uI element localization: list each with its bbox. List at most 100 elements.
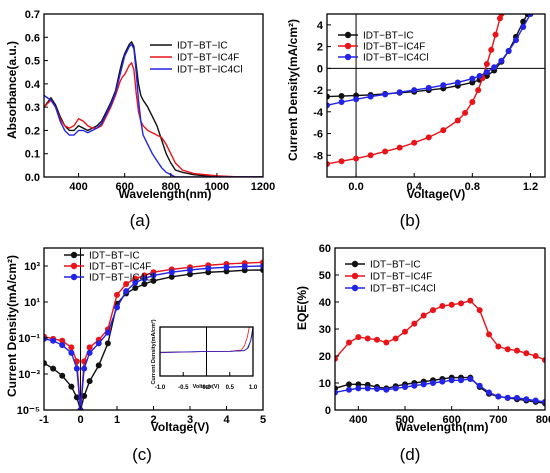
panel-a-x-axis-label: Wavelength(nm) (119, 187, 212, 201)
panel-c-y-tick-label-4: 10³ (24, 261, 40, 273)
panel-b-series-1-point-5 (396, 144, 403, 151)
panel-d-y-axis-label: EQE(%) (295, 286, 309, 330)
panel-a-y-tick-label-1: 0.1 (25, 149, 40, 161)
panel-c-series-0-point-15 (168, 273, 175, 280)
panel-a-x-tick-label-1: 600 (116, 181, 134, 193)
panel-a-series-line-0 (44, 40, 263, 177)
panel-b-y-tick-label-5: 2 (317, 42, 323, 54)
panel-d-series-2-point-9 (420, 381, 427, 388)
panel-c-series-2-point-7 (86, 349, 93, 356)
panel-c-inset-series-line-2 (160, 329, 253, 353)
panel-b-series-1-point-7 (425, 134, 432, 141)
panel-d-series-2-point-20 (523, 396, 530, 403)
panel-d-legend-label-2: IDT−BT−IC4Cl (370, 284, 436, 295)
panel-d-series-2-point-18 (504, 394, 511, 401)
panel-c-series-0-point-1 (50, 365, 57, 372)
panel-c-series-2-point-4 (73, 365, 80, 372)
panel-d-series-2-point-22 (542, 398, 545, 405)
panel-d-series-group (335, 297, 545, 407)
panel-b-x-tick-label-3: 1.2 (523, 181, 538, 193)
panel-d-series-1-point-10 (430, 307, 436, 314)
panel-a-series-line-2 (44, 43, 263, 177)
panel-a-y-tick-label-6: 0.6 (25, 32, 40, 44)
panel-b-series-2-point-9 (454, 79, 461, 86)
panel-d-x-tick-label-3: 700 (489, 414, 507, 426)
panel-b-label: (b) (400, 211, 421, 230)
panel-a-x-tick-label-2: 800 (162, 181, 180, 193)
panel-c-inset-x-tick-label-1: -0.5 (178, 385, 189, 391)
panel-d-series-1-point-11 (439, 303, 446, 310)
panel-c-series-2-point-18 (223, 264, 230, 271)
panel-c-series-0-point-0 (44, 360, 47, 367)
panel-a-y-tick-label-2: 0.2 (25, 125, 40, 137)
panel-c-inset-x-tick-label-0: -1.0 (155, 385, 166, 391)
panel-d-legend-label-0: IDT−BT−IC (370, 260, 421, 271)
panel-d-series-1-point-7 (402, 328, 408, 335)
panel-b-series-1-point-11 (469, 99, 476, 106)
panel-c-series-0-point-6 (81, 392, 88, 399)
panel-a-label: (a) (130, 211, 151, 230)
panel-c-legend-marker-0 (70, 251, 78, 259)
panel-c-series-0-point-12 (132, 284, 139, 291)
panel-c-series-0-point-7 (86, 378, 93, 385)
panel-c-series-2-point-12 (132, 279, 139, 286)
panel-b-series-1-point-8 (440, 127, 447, 134)
panel-d-series-2-point-13 (458, 377, 464, 384)
panel-d-series-1-point-18 (504, 346, 511, 353)
panel-c-series-1-point-7 (86, 344, 93, 351)
panel-b-series-1-point-14 (483, 60, 490, 67)
panel-b-series-2-point-15 (505, 47, 512, 54)
panel-b-x-tick-label-0: 0.0 (348, 181, 363, 193)
panel-c-series-2-point-15 (168, 269, 175, 276)
panel-c-series-2-point-2 (59, 342, 66, 349)
panel-b-axes-frame (326, 13, 546, 178)
panel-c-series-0-point-3 (68, 383, 75, 390)
panel-b-x-tick-label-2: 0.8 (465, 181, 480, 193)
panel-d-series-2-point-19 (514, 394, 520, 401)
panel-d-series-1-point-2 (355, 334, 362, 341)
panel-c-dark-jv-log-chart: -1 0 1 2 3 4 510⁻⁵10⁻³10⁻¹10¹10³IDT−BT−ICIDT−B… (5, 247, 266, 464)
panel-a-y-tick-label-3: 0.3 (25, 102, 40, 114)
panel-b-series-1-point-2 (353, 155, 360, 162)
panel-c-inset-y-axis-label: Current Density(mA/cm²) (150, 319, 157, 384)
panel-d-series-1-point-9 (420, 312, 427, 319)
panel-c-series-2-point-13 (141, 275, 148, 282)
panel-a-x-tick-label-4: 1200 (251, 181, 275, 193)
panel-d-series-1-point-12 (448, 301, 455, 308)
panel-d-series-1-point-8 (411, 320, 418, 327)
panel-c-series-2-point-17 (205, 265, 212, 272)
panel-d-series-2-point-8 (411, 382, 418, 389)
panel-d-series-1-point-15 (476, 307, 483, 314)
panel-b-series-1-point-15 (488, 46, 495, 53)
panel-c-series-2-point-8 (95, 340, 102, 347)
panel-d-series-1-point-21 (532, 353, 539, 359)
panel-a-y-tick-label-4: 0.4 (25, 79, 41, 91)
panel-b-x-axis-label: Voltage(V) (407, 187, 465, 201)
panel-b-series-1-point-3 (367, 152, 374, 159)
panel-d-series-1-point-0 (335, 355, 338, 362)
panel-c-series-2-point-9 (104, 329, 111, 336)
panel-b-series-2-point-11 (476, 72, 483, 79)
panel-b-series-1-point-16 (492, 31, 499, 38)
panel-b-series-2-point-16 (512, 37, 519, 44)
panel-c-series-2-point-3 (68, 349, 75, 356)
panel-c-legend-marker-2 (70, 273, 78, 281)
panel-c-series-0-point-4 (73, 394, 80, 401)
panel-b-series-1-point-4 (382, 148, 389, 155)
panel-a-legend-label-0: IDT−BT−IC (177, 41, 228, 52)
panel-c-x-tick-label-4: 3 (187, 414, 193, 426)
panel-d-y-tick-label-6: 60 (319, 243, 331, 255)
panel-b-legend-marker-2 (344, 53, 352, 61)
panel-a-legend-label-1: IDT−BT−IC4F (177, 53, 239, 64)
panel-b-series-2-point-7 (425, 84, 432, 91)
panel-d-series-2-point-21 (532, 397, 539, 404)
panel-d-series-2-point-6 (392, 385, 399, 392)
panel-c-series-0-point-18 (223, 268, 230, 275)
panel-c-series-group (44, 259, 263, 410)
panel-d-series-2-point-10 (430, 380, 436, 386)
panel-b-x-tick-label-1: 0.4 (407, 181, 423, 193)
panel-c-series-2-point-14 (150, 272, 157, 279)
panel-b-series-1-point-10 (462, 109, 469, 116)
panel-d-series-2-point-12 (448, 377, 455, 384)
panel-d-series-0-point-1 (346, 381, 352, 388)
